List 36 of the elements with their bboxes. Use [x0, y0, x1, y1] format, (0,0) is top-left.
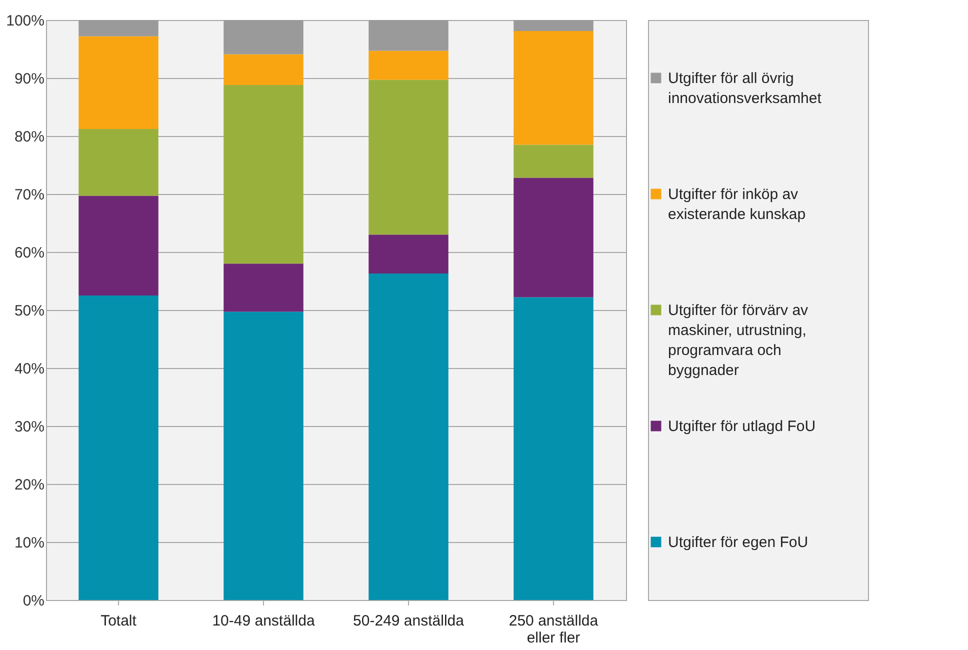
x-tick-label: 250 anställda eller fler	[508, 612, 599, 646]
y-tick-label: 10%	[14, 534, 44, 552]
y-tick-label: 60%	[14, 244, 44, 262]
x-tick-label: Totalt	[100, 612, 138, 630]
bar	[368, 80, 448, 235]
legend-label: Utgifter för inköp av existerande kunskap	[668, 186, 806, 223]
bar	[514, 31, 594, 145]
y-tick-label: 30%	[14, 418, 44, 436]
bar	[514, 297, 594, 600]
y-tick-label: 50%	[14, 302, 44, 320]
bar	[78, 36, 158, 130]
legend-label: Utgifter för förvärv av maskiner, utrustning, programvara och byggnader	[668, 302, 809, 379]
y-tick-label: 80%	[14, 128, 44, 146]
y-tick-label: 20%	[14, 476, 44, 494]
bar	[78, 296, 158, 600]
y-tick-label: 90%	[14, 70, 44, 88]
bar	[78, 129, 158, 196]
legend-label: Utgifter för utlagd FoU	[668, 418, 816, 435]
bar	[224, 312, 304, 600]
bar	[224, 264, 304, 312]
legend-label: Utgifter för all övrig innovationsverksamhet	[668, 70, 822, 107]
bar	[514, 178, 594, 298]
bar	[368, 273, 448, 600]
y-tick-label: 40%	[14, 360, 44, 378]
bar	[224, 54, 304, 85]
y-tick-label: 0%	[22, 592, 44, 610]
bar	[368, 50, 448, 80]
bar	[78, 196, 158, 296]
bar	[514, 144, 594, 178]
x-tick-label: 10-49 anställda	[212, 612, 316, 630]
legend-label: Utgifter för egen FoU	[668, 534, 808, 551]
x-tick-label: 50-249 anställda	[353, 612, 465, 630]
bar	[368, 234, 448, 274]
y-tick-label: 70%	[14, 186, 44, 204]
bar	[224, 84, 304, 264]
y-tick-label: 100%	[6, 12, 44, 30]
